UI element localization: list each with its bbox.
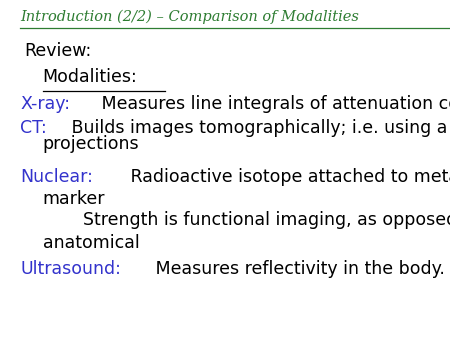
Text: X-ray:: X-ray: [20, 95, 70, 113]
Text: Review:: Review: [25, 42, 92, 60]
Text: Strength is functional imaging, as opposed to: Strength is functional imaging, as oppos… [83, 211, 450, 229]
Text: Modalities:: Modalities: [43, 68, 138, 86]
Text: projections: projections [43, 135, 140, 153]
Text: Ultrasound:: Ultrasound: [20, 260, 121, 278]
Text: anatomical: anatomical [43, 234, 140, 252]
Text: marker: marker [43, 190, 105, 208]
Text: Nuclear:: Nuclear: [20, 168, 93, 186]
Text: CT:: CT: [20, 119, 47, 137]
Text: Radioactive isotope attached to metabolic: Radioactive isotope attached to metaboli… [114, 168, 450, 186]
Text: Introduction (2/2) – Comparison of Modalities: Introduction (2/2) – Comparison of Modal… [20, 9, 359, 24]
Text: Measures reflectivity in the body.: Measures reflectivity in the body. [150, 260, 446, 278]
Text: Measures line integrals of attenuation coefficient: Measures line integrals of attenuation c… [85, 95, 450, 113]
Text: Builds images tomographically; i.e. using a set of: Builds images tomographically; i.e. usin… [55, 119, 450, 137]
